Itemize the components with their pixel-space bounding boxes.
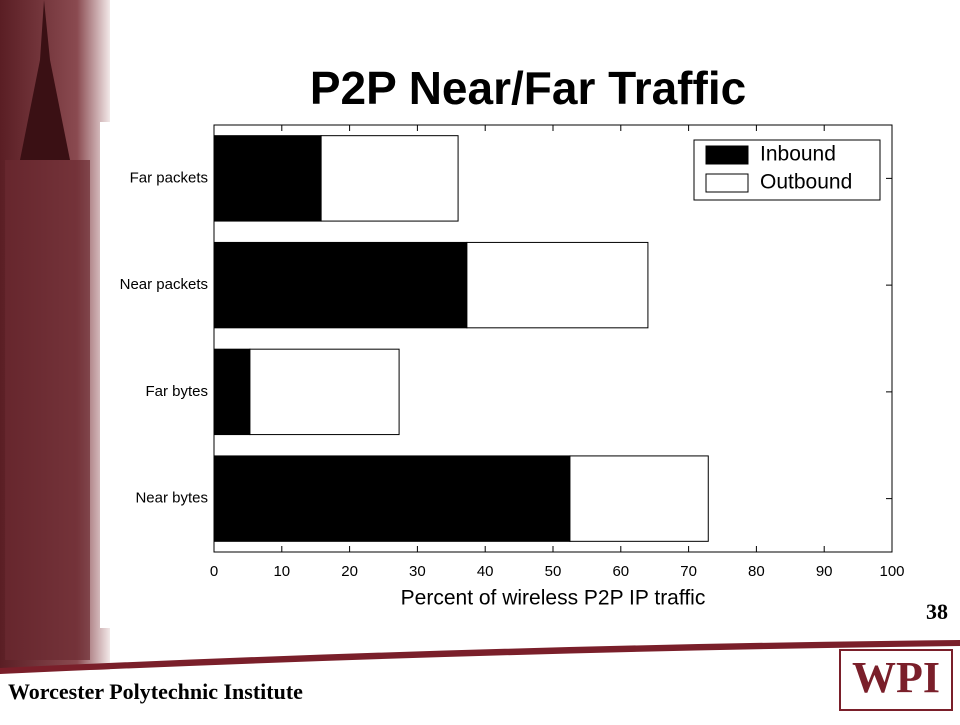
x-tick-label: 10 bbox=[273, 563, 290, 580]
bar-segment bbox=[320, 135, 459, 222]
x-tick-label: 30 bbox=[409, 563, 426, 580]
y-tick-label: Near bytes bbox=[135, 490, 208, 507]
x-tick-label: 40 bbox=[477, 563, 494, 580]
page-number: 38 bbox=[926, 599, 948, 624]
bar-segment bbox=[466, 241, 649, 329]
bar-segment bbox=[249, 348, 400, 436]
bar-segment bbox=[569, 455, 709, 542]
bar-segment bbox=[213, 455, 571, 542]
x-axis-title: Percent of wireless P2P IP traffic bbox=[401, 587, 706, 610]
x-tick-label: 20 bbox=[341, 563, 358, 580]
x-tick-label: 100 bbox=[879, 563, 904, 580]
bar-segment bbox=[213, 241, 468, 329]
logo-box bbox=[839, 649, 953, 711]
legend-label: Inbound bbox=[760, 143, 836, 166]
x-tick-label: 0 bbox=[210, 563, 218, 580]
x-tick-label: 90 bbox=[816, 563, 833, 580]
x-tick-label: 60 bbox=[612, 563, 629, 580]
y-tick-label: Far packets bbox=[130, 169, 208, 186]
building bbox=[5, 160, 90, 660]
legend-swatch bbox=[705, 145, 749, 165]
footer-text: Worcester Polytechnic Institute bbox=[8, 679, 303, 704]
bar-segment bbox=[213, 135, 322, 222]
legend-label: Outbound bbox=[760, 171, 852, 194]
plot: 0 10 20 30 40 50 60 70 80 90 100 Percent of wireles… bbox=[120, 124, 905, 610]
logo: WPI bbox=[852, 653, 940, 702]
x-tick-label: 70 bbox=[680, 563, 697, 580]
footer-swoosh bbox=[0, 640, 960, 674]
legend-swatch bbox=[705, 173, 749, 193]
y-tick-label: Far bytes bbox=[145, 383, 208, 400]
y-tick-label: Near packets bbox=[120, 276, 208, 293]
bar-segment bbox=[213, 348, 251, 436]
x-tick-label: 80 bbox=[748, 563, 765, 580]
tower bbox=[20, 0, 70, 160]
slide-title: P2P Near/Far Traffic bbox=[310, 62, 746, 114]
x-tick-label: 50 bbox=[545, 563, 562, 580]
